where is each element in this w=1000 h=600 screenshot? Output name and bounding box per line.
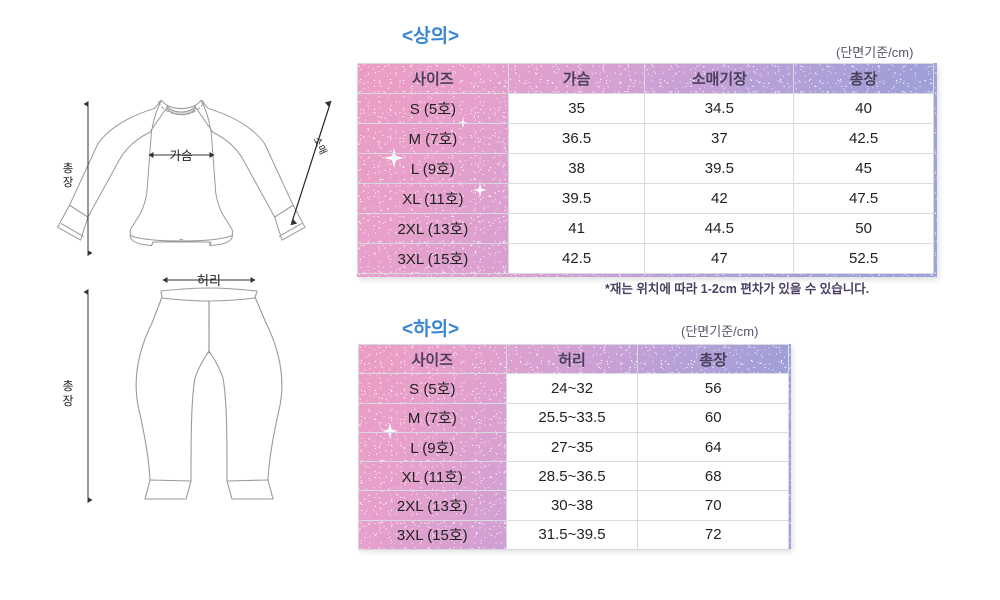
svg-text:소매: 소매 (310, 135, 329, 157)
svg-text:장: 장 (63, 176, 74, 189)
svg-text:허리: 허리 (197, 273, 221, 288)
svg-text:총: 총 (62, 379, 73, 393)
svg-text:장: 장 (62, 394, 73, 408)
svg-text:가슴: 가슴 (169, 149, 192, 163)
svg-text:총: 총 (63, 162, 74, 175)
